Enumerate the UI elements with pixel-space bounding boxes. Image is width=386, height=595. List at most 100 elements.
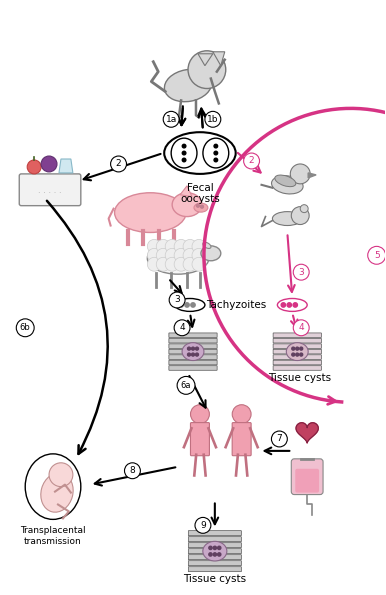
Text: 2: 2 — [249, 156, 254, 165]
Circle shape — [196, 204, 200, 207]
Circle shape — [191, 353, 195, 356]
FancyBboxPatch shape — [273, 360, 322, 365]
Circle shape — [183, 248, 197, 262]
Circle shape — [147, 257, 161, 271]
Ellipse shape — [203, 242, 211, 249]
Text: Fecal
oocysts: Fecal oocysts — [180, 183, 220, 205]
Text: 5: 5 — [374, 251, 379, 260]
Circle shape — [156, 248, 170, 262]
Circle shape — [188, 347, 191, 350]
Circle shape — [287, 303, 291, 307]
Ellipse shape — [203, 541, 227, 561]
Polygon shape — [296, 422, 318, 443]
Circle shape — [156, 239, 170, 253]
Text: Tissue cysts: Tissue cysts — [183, 574, 246, 584]
Circle shape — [165, 248, 179, 262]
Circle shape — [174, 257, 188, 271]
Circle shape — [214, 151, 218, 155]
Circle shape — [147, 248, 161, 262]
Ellipse shape — [41, 473, 73, 512]
Circle shape — [188, 353, 191, 356]
Text: 1b: 1b — [207, 115, 218, 124]
Circle shape — [165, 257, 179, 271]
FancyBboxPatch shape — [273, 349, 322, 354]
FancyBboxPatch shape — [273, 333, 322, 337]
Text: 7: 7 — [276, 434, 282, 443]
FancyBboxPatch shape — [190, 422, 210, 456]
Text: 4: 4 — [179, 323, 185, 332]
FancyBboxPatch shape — [188, 560, 241, 566]
Circle shape — [291, 206, 309, 224]
Circle shape — [16, 319, 34, 337]
Text: 6b: 6b — [20, 323, 30, 332]
Text: Tachyzoites: Tachyzoites — [207, 300, 267, 310]
Circle shape — [296, 347, 299, 350]
Circle shape — [165, 239, 179, 253]
Text: 2: 2 — [116, 159, 121, 168]
FancyBboxPatch shape — [188, 537, 241, 541]
Circle shape — [281, 303, 286, 307]
Circle shape — [368, 246, 386, 264]
Circle shape — [209, 553, 212, 556]
Polygon shape — [180, 186, 192, 197]
Circle shape — [192, 257, 206, 271]
Circle shape — [214, 145, 218, 148]
FancyBboxPatch shape — [169, 349, 217, 354]
Circle shape — [191, 347, 195, 350]
Text: 9: 9 — [200, 521, 206, 530]
Circle shape — [191, 303, 195, 307]
Circle shape — [200, 205, 203, 208]
Text: 1a: 1a — [166, 115, 177, 124]
FancyBboxPatch shape — [169, 366, 217, 370]
Circle shape — [188, 51, 226, 89]
Circle shape — [179, 303, 183, 307]
Circle shape — [177, 377, 195, 394]
Circle shape — [156, 257, 170, 271]
Circle shape — [174, 239, 188, 253]
Circle shape — [41, 156, 57, 172]
Ellipse shape — [171, 138, 197, 168]
Circle shape — [147, 239, 161, 253]
Ellipse shape — [182, 343, 204, 361]
Circle shape — [195, 518, 211, 533]
Circle shape — [300, 347, 303, 350]
Circle shape — [111, 156, 127, 172]
Circle shape — [300, 353, 303, 356]
Circle shape — [293, 303, 298, 307]
Polygon shape — [213, 52, 225, 65]
Polygon shape — [59, 159, 73, 173]
FancyBboxPatch shape — [273, 366, 322, 370]
Text: 3: 3 — [174, 296, 180, 305]
Circle shape — [218, 546, 221, 550]
Text: · · · · ·: · · · · · — [38, 189, 62, 198]
Ellipse shape — [115, 193, 186, 233]
Circle shape — [292, 347, 295, 350]
Text: 8: 8 — [130, 466, 135, 475]
FancyBboxPatch shape — [273, 344, 322, 349]
Text: 6a: 6a — [181, 381, 191, 390]
Polygon shape — [308, 173, 316, 178]
Circle shape — [174, 320, 190, 336]
Circle shape — [163, 111, 179, 127]
FancyBboxPatch shape — [169, 344, 217, 349]
Circle shape — [182, 145, 186, 148]
FancyBboxPatch shape — [188, 566, 241, 572]
Circle shape — [192, 239, 206, 253]
FancyBboxPatch shape — [295, 469, 319, 493]
FancyBboxPatch shape — [188, 543, 241, 547]
Circle shape — [182, 158, 186, 162]
Circle shape — [244, 153, 259, 169]
Circle shape — [218, 553, 221, 556]
Circle shape — [185, 303, 189, 307]
FancyBboxPatch shape — [188, 555, 241, 560]
Circle shape — [271, 431, 287, 447]
Ellipse shape — [175, 299, 205, 311]
Ellipse shape — [164, 70, 212, 102]
Circle shape — [290, 164, 310, 184]
Text: Transplacental
transmission: Transplacental transmission — [20, 527, 86, 546]
Circle shape — [125, 463, 141, 479]
Circle shape — [232, 405, 251, 424]
Circle shape — [169, 292, 185, 308]
Circle shape — [27, 160, 41, 174]
Text: Tissue cysts: Tissue cysts — [267, 374, 331, 383]
